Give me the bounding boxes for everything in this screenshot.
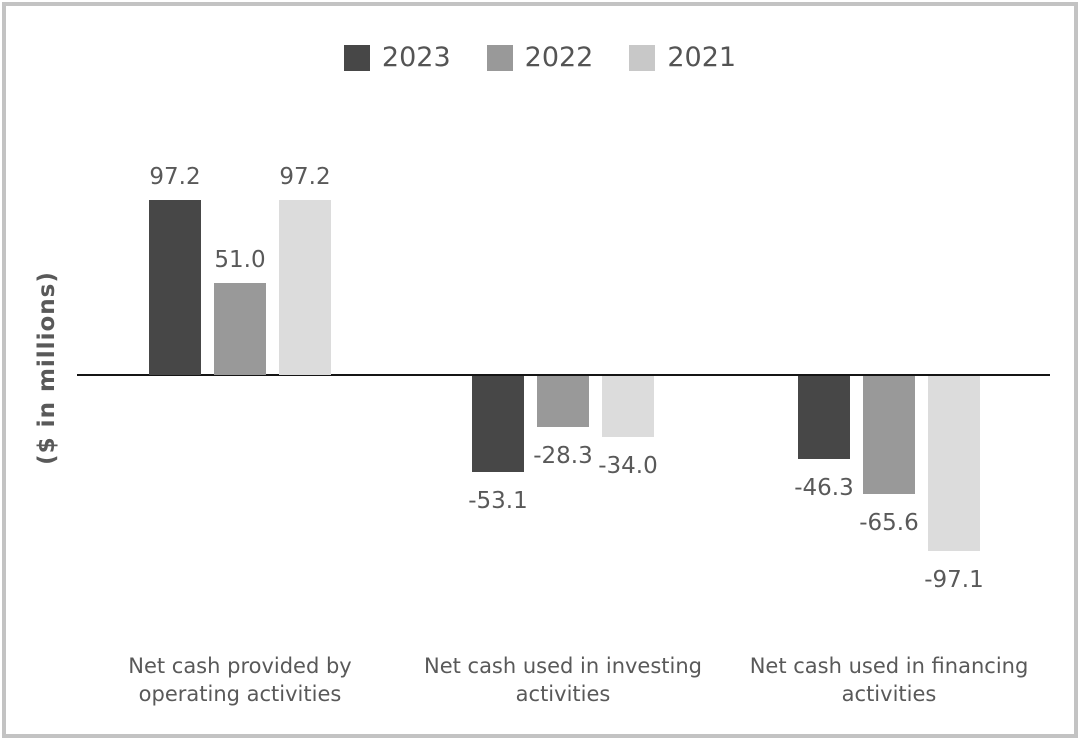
legend-label-2023: 2023 bbox=[381, 42, 451, 73]
bar-value-label-2021-1: -34.0 bbox=[598, 453, 658, 480]
legend-label-2021: 2021 bbox=[667, 42, 737, 73]
bar-value-label-2021-0: 97.2 bbox=[279, 164, 331, 191]
bar-2021-0 bbox=[279, 200, 331, 375]
bar-value-label-2022-2: -65.6 bbox=[859, 510, 919, 537]
bar-value-label-2021-2: -97.1 bbox=[924, 566, 984, 593]
legend-swatch-2023 bbox=[343, 44, 370, 71]
bar-2023-2 bbox=[798, 376, 850, 460]
legend-item-2023: 2023 bbox=[343, 42, 451, 73]
legend-swatch-2021 bbox=[629, 44, 656, 71]
category-label-line: Net cash provided by bbox=[128, 654, 352, 678]
category-label-line: operating activities bbox=[138, 682, 342, 706]
bar-value-label-2022-1: -28.3 bbox=[533, 442, 593, 469]
bar-value-label-2023-1: -53.1 bbox=[468, 487, 528, 514]
bar-value-label-2022-0: 51.0 bbox=[214, 247, 266, 274]
bar-2023-0 bbox=[149, 200, 201, 375]
category-label-financing: Net cash used in financing activities bbox=[709, 652, 1069, 708]
bar-2022-2 bbox=[863, 376, 915, 495]
category-label-line: activities bbox=[515, 682, 611, 706]
category-label-line: Net cash used in investing bbox=[423, 654, 702, 678]
category-label-line: Net cash used in financing bbox=[749, 654, 1029, 678]
bar-2022-1 bbox=[537, 376, 589, 427]
category-label-operating: Net cash provided by operating activitie… bbox=[60, 652, 420, 708]
legend-item-2022: 2022 bbox=[486, 42, 594, 73]
bar-2021-2 bbox=[928, 376, 980, 551]
bar-2023-1 bbox=[472, 376, 524, 472]
bar-2022-0 bbox=[214, 283, 266, 375]
bar-2021-1 bbox=[602, 376, 654, 438]
bar-value-label-2023-2: -46.3 bbox=[794, 475, 854, 502]
legend-label-2022: 2022 bbox=[524, 42, 594, 73]
category-label-line: activities bbox=[841, 682, 937, 706]
bar-value-label-2023-0: 97.2 bbox=[149, 164, 201, 191]
legend: 2023 2022 2021 bbox=[0, 42, 1080, 73]
zero-axis-line bbox=[77, 374, 1050, 376]
legend-item-2021: 2021 bbox=[629, 42, 736, 73]
category-label-investing: Net cash used in investing activities bbox=[383, 652, 743, 708]
legend-swatch-2022 bbox=[486, 44, 513, 71]
